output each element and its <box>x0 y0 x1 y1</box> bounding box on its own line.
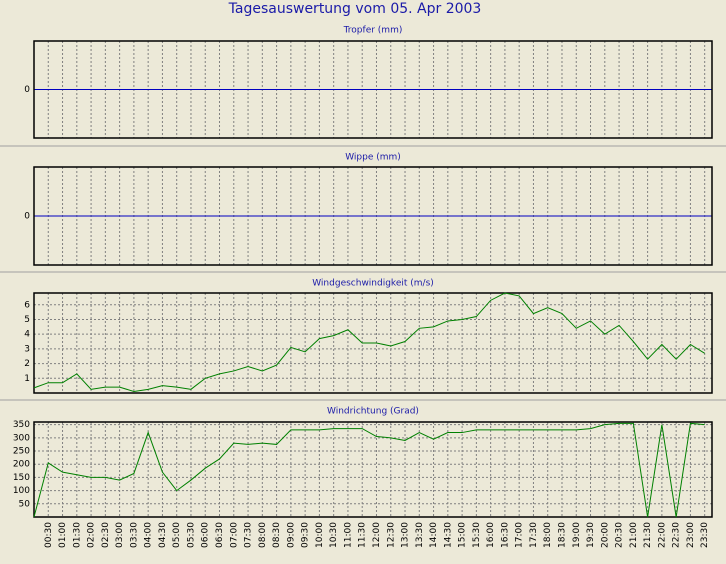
x-tick-label: 16:00 <box>486 522 496 548</box>
x-tick-label: 01:00 <box>58 522 68 548</box>
x-tick-label: 11:00 <box>343 522 353 548</box>
x-tick-label: 23:00 <box>686 522 696 548</box>
x-tick-label: 04:30 <box>158 522 168 548</box>
x-tick-label: 21:30 <box>643 522 653 548</box>
x-tick-label: 09:00 <box>286 522 296 548</box>
x-tick-label: 17:30 <box>529 522 539 548</box>
x-tick-label: 21:00 <box>629 522 639 548</box>
x-tick-label: 20:30 <box>615 522 625 548</box>
x-tick-label: 13:00 <box>401 522 411 548</box>
panel-title: Wippe (mm) <box>345 153 401 163</box>
x-tick-label: 19:30 <box>586 522 596 548</box>
data-line <box>33 422 705 518</box>
x-tick-label: 12:00 <box>372 522 382 548</box>
y-tick-label: 250 <box>13 447 30 457</box>
page-title: Tagesauswertung vom 05. Apr 2003 <box>228 1 482 17</box>
x-tick-label: 06:30 <box>215 522 225 548</box>
x-tick-label: 08:00 <box>258 522 268 548</box>
x-tick-label: 18:00 <box>543 522 553 548</box>
y-tick-label: 0 <box>24 212 30 222</box>
x-tick-label: 08:30 <box>272 522 282 548</box>
x-tick-label: 00:30 <box>44 522 54 548</box>
x-tick-label: 06:00 <box>201 522 211 548</box>
y-tick-label: 0 <box>24 85 30 95</box>
x-tick-label: 22:30 <box>672 522 682 548</box>
x-tick-label: 22:00 <box>657 522 667 548</box>
x-tick-label: 15:30 <box>472 522 482 548</box>
y-tick-label: 200 <box>13 460 30 470</box>
x-tick-label: 17:00 <box>515 522 525 548</box>
x-tick-label: 19:00 <box>572 522 582 548</box>
y-tick-label: 50 <box>19 499 31 509</box>
x-tick-label: 03:30 <box>129 522 139 548</box>
x-tick-label: 01:30 <box>72 522 82 548</box>
y-tick-label: 350 <box>13 420 30 430</box>
x-tick-label: 20:00 <box>600 522 610 548</box>
plot-frame <box>33 421 713 518</box>
y-tick-label: 1 <box>24 374 30 384</box>
plot-frame <box>33 166 713 266</box>
x-tick-label: 07:30 <box>244 522 254 548</box>
y-tick-label: 5 <box>24 315 30 325</box>
x-tick-label: 10:30 <box>329 522 339 548</box>
y-tick-label: 100 <box>13 486 30 496</box>
x-tick-label: 02:30 <box>101 522 111 548</box>
x-tick-label: 12:30 <box>386 522 396 548</box>
y-tick-label: 300 <box>13 433 30 443</box>
x-tick-label: 10:00 <box>315 522 325 548</box>
x-tick-label: 09:30 <box>301 522 311 548</box>
x-tick-label: 03:00 <box>115 522 125 548</box>
y-tick-label: 3 <box>24 344 30 354</box>
x-tick-label: 16:30 <box>500 522 510 548</box>
plot-frame <box>33 40 713 139</box>
x-tick-label: 14:30 <box>443 522 453 548</box>
x-tick-label: 15:00 <box>458 522 468 548</box>
data-line <box>33 292 705 393</box>
panel-title: Windrichtung (Grad) <box>327 407 419 417</box>
x-tick-label: 14:00 <box>429 522 439 548</box>
x-tick-label: 02:00 <box>87 522 97 548</box>
y-tick-label: 6 <box>24 300 30 310</box>
x-tick-label: 13:30 <box>415 522 425 548</box>
panel-title: Tropfer (mm) <box>343 26 403 36</box>
panel-title: Windgeschwindigkeit (m/s) <box>312 279 434 289</box>
y-tick-label: 2 <box>24 359 30 369</box>
x-tick-label: 18:30 <box>557 522 567 548</box>
y-tick-label: 4 <box>24 330 30 340</box>
x-tick-label: 11:30 <box>358 522 368 548</box>
x-tick-label: 23:30 <box>700 522 710 548</box>
x-tick-label: 05:30 <box>186 522 196 548</box>
x-tick-label: 05:00 <box>172 522 182 548</box>
x-tick-label: 07:00 <box>229 522 239 548</box>
plot-frame <box>33 292 713 394</box>
y-tick-label: 150 <box>13 473 30 483</box>
x-tick-label: 04:00 <box>144 522 154 548</box>
